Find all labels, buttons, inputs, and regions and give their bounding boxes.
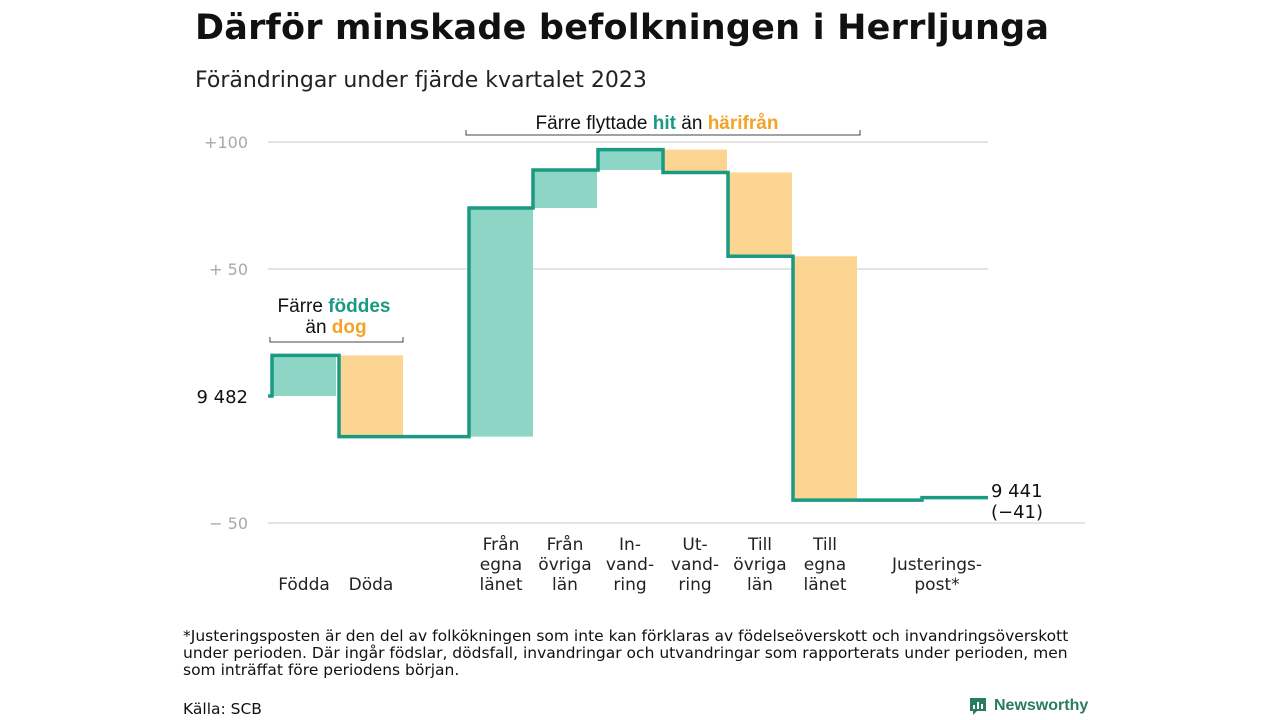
annotation-migration-bracket xyxy=(465,130,861,136)
bar-fodda xyxy=(272,355,336,396)
bar-fran_ovr xyxy=(533,169,597,209)
bar-till_ovr xyxy=(728,172,792,257)
bar-till_egna xyxy=(793,256,857,501)
category-label: Ut- xyxy=(682,535,707,555)
category-label: Från xyxy=(483,534,520,555)
category-label: vand- xyxy=(671,555,719,575)
category-label: övriga xyxy=(538,555,591,575)
category-label: vand- xyxy=(606,555,654,575)
bar-fran_egna xyxy=(469,208,533,437)
category-label: ring xyxy=(613,575,646,595)
category-label: ring xyxy=(678,575,711,595)
annotation-births-line1: Färre föddes xyxy=(278,296,391,317)
annotation-births-bracket xyxy=(269,337,404,343)
y-tick-label: +100 xyxy=(204,133,248,152)
start-value-label: 9 482 xyxy=(196,387,248,408)
bar-utvandring xyxy=(663,149,727,173)
category-label: Från xyxy=(547,534,584,555)
category-label: egna xyxy=(804,555,846,575)
bar-doda xyxy=(339,355,403,437)
category-label: Till xyxy=(747,535,772,555)
y-tick-label: + 50 xyxy=(209,260,248,279)
category-label: post* xyxy=(914,575,959,595)
category-label: Till xyxy=(812,535,837,555)
category-label: Döda xyxy=(349,575,394,595)
bar-chart-logo-icon xyxy=(970,698,986,715)
end-change-label: (−41) xyxy=(991,502,1043,523)
category-label: Justerings- xyxy=(891,555,982,575)
source: Källa: SCB xyxy=(183,700,262,718)
end-value-label: 9 441 xyxy=(991,481,1043,502)
category-label: Födda xyxy=(278,575,330,595)
category-label: länet xyxy=(803,575,846,595)
category-label: In- xyxy=(619,535,641,555)
annotation-births-line2: än dog xyxy=(305,317,366,338)
y-tick-label: − 50 xyxy=(209,514,248,533)
cumulative-line xyxy=(268,147,988,502)
category-label: län xyxy=(747,575,773,595)
chart-subtitle: Förändringar under fjärde kvartalet 2023 xyxy=(195,68,647,93)
category-label: länet xyxy=(479,575,522,595)
category-label: egna xyxy=(480,555,522,575)
bar-invandring xyxy=(598,149,662,170)
brand-name: Newsworthy xyxy=(994,697,1089,714)
chart-title: Därför minskade befolkningen i Herrljung… xyxy=(195,8,1050,48)
annotation-migration: Färre flyttade hit än härifrån xyxy=(536,113,779,134)
category-label: övriga xyxy=(733,555,786,575)
newsworthy-brand[interactable]: Newsworthy xyxy=(968,696,1088,716)
footnote: *Justeringsposten är den del av folkökni… xyxy=(183,627,1069,679)
category-label: län xyxy=(552,575,578,595)
